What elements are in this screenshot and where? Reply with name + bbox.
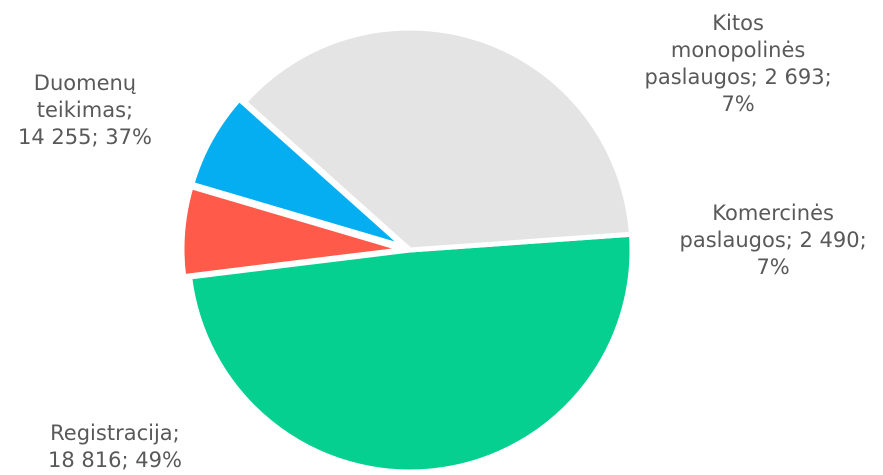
slice-data-label-line: 14 255; 37%: [18, 125, 152, 149]
slice-data-label-line: 18 816; 49%: [48, 448, 182, 472]
slice-data-label-line: Duomenų: [33, 71, 137, 95]
slice-data-label-line: monopolinės: [670, 38, 806, 62]
slice-data-label-line: Komercinės: [712, 201, 834, 225]
slice-data-label-line: Registracija;: [50, 421, 180, 445]
slice-data-label-line: paslaugos; 2 693;: [644, 65, 832, 89]
slice-data-label: Komercinės paslaugos; 2 490; 7%: [680, 200, 867, 281]
slice-data-label: Registracija; 18 816; 49%: [48, 420, 182, 474]
slice-data-label-line: paslaugos; 2 490;: [679, 228, 867, 252]
slice-data-label-line: 7%: [721, 92, 755, 116]
slice-data-label: Duomenų teikimas; 14 255; 37%: [18, 70, 152, 151]
pie-slice-2: [241, 25, 634, 253]
pie-slice-1: [187, 231, 635, 475]
pie-slice-4: [179, 184, 407, 280]
pie-slice-3: [189, 96, 408, 250]
slice-data-label: Kitos monopolinės paslaugos; 2 693; 7%: [645, 10, 832, 118]
slice-data-label-line: 7%: [756, 255, 790, 279]
slice-data-label-line: teikimas;: [36, 98, 134, 122]
slice-data-label-line: Kitos: [712, 11, 764, 35]
